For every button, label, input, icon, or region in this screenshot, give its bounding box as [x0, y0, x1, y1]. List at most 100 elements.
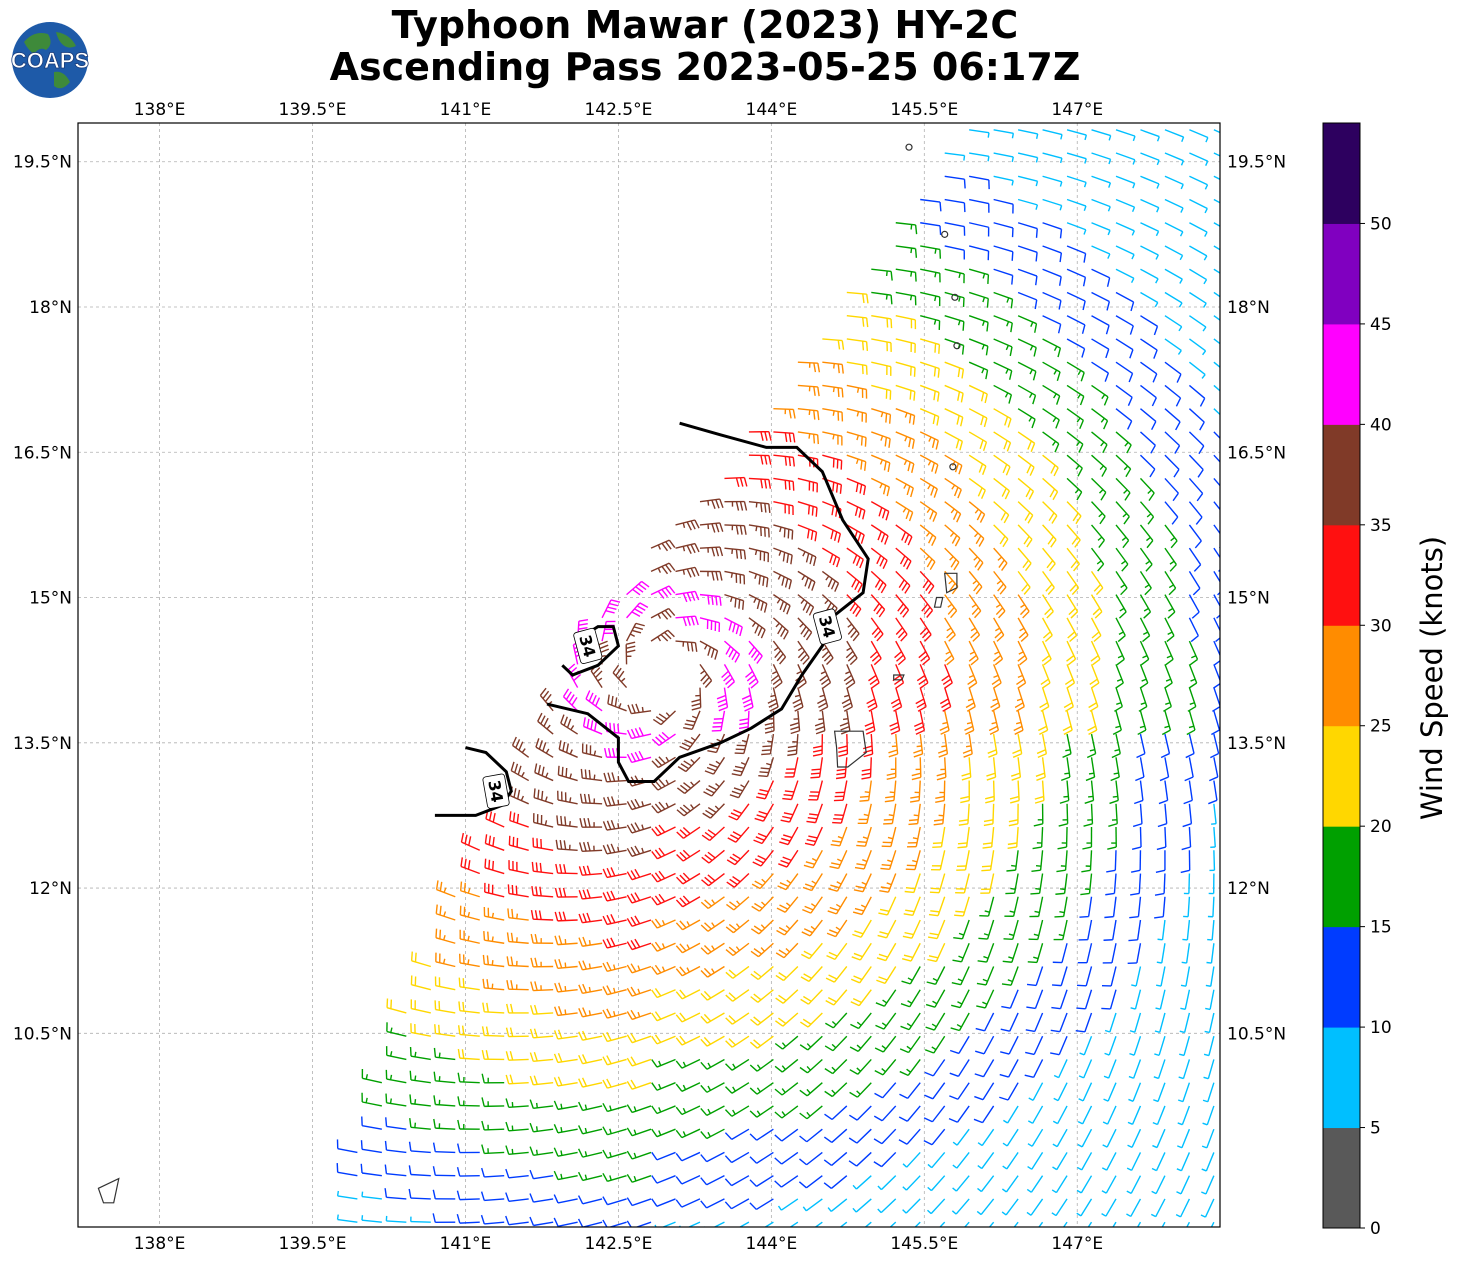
wind-barb [846, 501, 866, 520]
wind-barb [554, 958, 578, 969]
wind-barb [797, 477, 818, 493]
wind-barb [895, 524, 913, 546]
wind-barb [797, 407, 820, 421]
wind-barb [797, 361, 821, 373]
wind-barb [725, 989, 750, 1002]
wind-barb [700, 965, 725, 978]
wind-barb [529, 1146, 554, 1156]
wind-barb [895, 431, 915, 449]
wind-barb [1139, 617, 1151, 643]
wind-barb [505, 1050, 529, 1061]
wind-barb [920, 245, 942, 259]
wind-barb [974, 1082, 995, 1101]
wind-barb [1087, 710, 1098, 736]
wind-barb [1115, 291, 1135, 312]
wind-barb [1129, 896, 1142, 919]
wind-barb [1082, 827, 1093, 850]
wind-barb [1126, 1152, 1142, 1172]
colorbar-segment [1323, 323, 1360, 425]
island-outline [833, 730, 867, 768]
wind-barb [918, 640, 931, 666]
wind-barb [870, 477, 890, 497]
wind-barb [553, 1194, 578, 1204]
wind-barb [799, 1035, 823, 1051]
wind-barb [773, 594, 791, 615]
wind-barb [460, 832, 481, 851]
wind-barb [900, 1012, 921, 1031]
wind-barb [1017, 408, 1036, 429]
wind-barb [822, 384, 844, 398]
wind-barb [968, 617, 981, 642]
wind-barb [968, 245, 990, 261]
wind-barb [1151, 1152, 1166, 1172]
wind-barb [919, 524, 937, 546]
wind-barb [993, 338, 1013, 357]
wind-barb [1066, 198, 1087, 212]
wind-barb [1077, 1152, 1093, 1171]
colorbar-tick-label: 5 [1370, 1119, 1381, 1139]
wind-barb [578, 936, 603, 947]
wind-barb [871, 454, 891, 473]
wind-barb [1101, 1152, 1117, 1171]
wind-barb [750, 942, 774, 958]
wind-barb [899, 1035, 921, 1054]
wind-barb [980, 873, 995, 894]
wind-barb [1063, 687, 1074, 712]
wind-barb [612, 664, 628, 689]
wind-barb [944, 547, 960, 571]
wind-barb [773, 524, 794, 540]
wind-barb [675, 1175, 701, 1185]
wind-barb [863, 734, 874, 758]
wind-barb [944, 268, 965, 284]
wind-barb [679, 1221, 701, 1227]
wind-barb [846, 570, 863, 593]
lat-tick-label-left: 13.5°N [13, 734, 72, 754]
wind-barb [976, 989, 995, 1009]
wind-barb [409, 1094, 431, 1107]
wind-barb [677, 756, 701, 773]
wind-barb [1062, 1221, 1068, 1227]
wind-barb [1107, 827, 1117, 850]
wind-barb [1042, 501, 1058, 524]
wind-barb [944, 501, 962, 523]
wind-barb [626, 580, 650, 596]
wind-barb [602, 867, 627, 879]
wind-barb [1036, 733, 1048, 759]
wind-barb [895, 222, 918, 235]
wind-barb [675, 1058, 701, 1069]
wind-barb [895, 477, 914, 498]
wind-barb [870, 570, 887, 594]
wind-barb [773, 454, 795, 467]
wind-barb [825, 989, 848, 1006]
wind-barb [968, 338, 989, 356]
wind-barb [1128, 1082, 1142, 1102]
wind-barb [535, 738, 554, 758]
wind-barb [651, 801, 676, 814]
wind-barb [537, 712, 554, 735]
wind-barb [1052, 1105, 1068, 1125]
wind-barb [1066, 547, 1080, 572]
wind-barb [699, 546, 724, 557]
wind-barb [724, 1151, 750, 1164]
wind-barb [761, 733, 775, 756]
wind-barb [870, 524, 889, 545]
wind-barb [1207, 919, 1215, 941]
wind-barb [964, 710, 975, 735]
wind-barb [1077, 1128, 1093, 1148]
wind-barb [919, 501, 938, 522]
wind-barb [1012, 733, 1023, 758]
wind-barb [1115, 547, 1129, 572]
contour-line [561, 625, 621, 677]
wind-barb [944, 198, 966, 213]
wind-barb [749, 1151, 774, 1164]
wind-barb [977, 1175, 995, 1193]
wind-barb [724, 1198, 750, 1210]
wind-barb [361, 1116, 382, 1130]
wind-barb [1130, 873, 1142, 896]
34-knot-contour [434, 421, 870, 817]
wind-barb [457, 1096, 480, 1107]
wind-barb [870, 547, 888, 570]
wind-barb [991, 664, 1002, 689]
wind-barb [578, 1007, 603, 1018]
wind-barb [870, 594, 886, 618]
